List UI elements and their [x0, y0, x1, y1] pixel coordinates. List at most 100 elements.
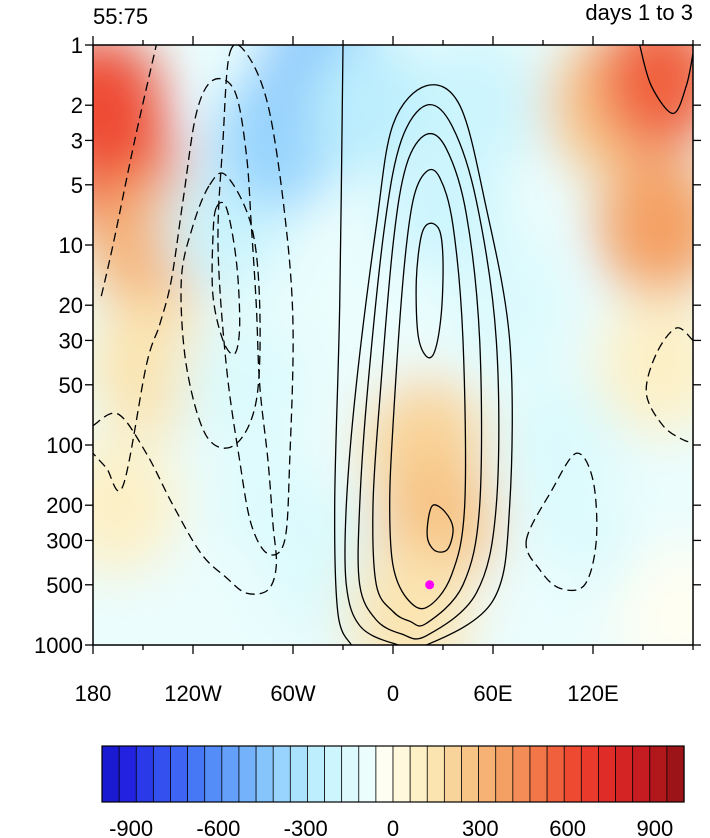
shading-patch-8 — [306, 45, 430, 176]
contour-lines — [93, 45, 693, 645]
negative-contour-2 — [211, 201, 241, 356]
marker-layer — [425, 580, 435, 590]
negative-contour-6 — [645, 327, 693, 443]
positive-contour-0 — [333, 45, 352, 645]
x-tick-label: 120E — [567, 681, 618, 706]
colorbar-box — [204, 745, 223, 803]
colorbar-box — [529, 745, 548, 803]
colorbar: -900 -600 -300 0 300 600 900 — [101, 745, 685, 838]
chart-title-left: 55:75 — [93, 4, 148, 29]
shading-patch-25 — [597, 155, 693, 296]
plot-area — [93, 45, 693, 645]
shading-patch-16 — [331, 254, 455, 395]
shading-patch-15 — [447, 235, 572, 376]
shading-patch-20 — [497, 375, 622, 515]
colorbar-box — [426, 745, 445, 803]
colorbar-label: 0 — [387, 816, 399, 838]
y-tick-label: 20 — [59, 293, 83, 318]
colorbar-box — [392, 745, 411, 803]
shading-patch-14 — [414, 45, 539, 176]
chart-title-right: days 1 to 3 — [585, 0, 693, 25]
colorbar-box — [563, 745, 582, 803]
positive-contour-1 — [344, 84, 513, 645]
positive-contour-7 — [639, 45, 693, 115]
colorbar-box — [632, 745, 651, 803]
colorbar-frame — [101, 745, 685, 803]
colorbar-box — [649, 745, 668, 803]
positive-contour-2 — [357, 103, 500, 640]
colorbar-box — [187, 745, 206, 803]
colorbar-box — [289, 745, 309, 803]
colorbar-box — [461, 745, 480, 803]
colorbar-box — [495, 745, 514, 803]
colorbar-box — [238, 745, 257, 803]
colorbar-box — [375, 745, 394, 803]
colorbar-box — [307, 745, 326, 803]
shading-patch-26 — [597, 295, 693, 436]
colorbar-box — [598, 745, 617, 803]
positive-contour-4 — [389, 168, 467, 610]
y-tick-label: 2 — [71, 93, 83, 118]
colorbar-box — [443, 745, 463, 803]
colorbar-box — [101, 745, 120, 803]
y-tick-label: 100 — [46, 433, 83, 458]
negative-contour-5 — [525, 452, 598, 592]
colorbar-box — [666, 745, 685, 803]
negative-contour-0 — [93, 77, 278, 595]
x-tick-label: 120W — [164, 681, 222, 706]
shading-patch-22 — [481, 555, 605, 645]
negative-contour-1 — [180, 172, 261, 449]
negative-contour-4 — [100, 45, 157, 297]
y-tick-label: 500 — [46, 573, 83, 598]
positive-contour-5 — [415, 222, 444, 359]
shading-patch-27 — [614, 544, 693, 645]
colorbar-box — [255, 745, 274, 803]
y-tick-label: 200 — [46, 493, 83, 518]
colorbar-box — [135, 745, 154, 803]
x-tick-label: 180 — [75, 681, 112, 706]
x-tick-label: 60E — [473, 681, 512, 706]
y-tick-label: 50 — [59, 373, 83, 398]
shading-patch-19 — [347, 544, 472, 645]
colorbar-label: 600 — [549, 816, 586, 838]
colorbar-box — [170, 745, 189, 803]
colorbar-box — [615, 745, 634, 803]
colorbar-box — [341, 745, 360, 803]
colorbar-box — [221, 745, 240, 803]
y-tick-label: 1 — [71, 33, 83, 58]
colorbar-label: -300 — [284, 816, 328, 838]
colorbar-box — [118, 745, 137, 803]
location-marker — [425, 580, 435, 590]
shading-patch-1 — [93, 45, 164, 176]
colorbar-label: 300 — [462, 816, 499, 838]
positive-contour-3 — [372, 132, 483, 627]
colorbar-box — [358, 745, 377, 803]
y-tick-label: 30 — [59, 328, 83, 353]
colorbar-box — [478, 745, 497, 803]
colorbar-box — [152, 745, 172, 803]
shading-patch-4 — [93, 435, 180, 576]
y-tick-label: 5 — [71, 173, 83, 198]
x-tick-label: 60W — [270, 681, 315, 706]
shading-patch-24 — [597, 45, 693, 151]
y-tick-label: 300 — [46, 528, 83, 553]
shading-patch-12 — [147, 530, 272, 645]
y-tick-label: 1000 — [34, 633, 83, 658]
colorbar-box — [546, 745, 565, 803]
negative-contour-3 — [217, 45, 294, 556]
colorbar-label: -900 — [109, 816, 153, 838]
y-tick-label: 3 — [71, 128, 83, 153]
y-tick-label: 10 — [59, 233, 83, 258]
x-tick-label: 0 — [387, 681, 399, 706]
colorbar-label: 900 — [637, 816, 674, 838]
colorbar-box — [272, 745, 291, 803]
shading-patch-9 — [181, 314, 305, 455]
colorbar-box — [512, 745, 531, 803]
colorbar-box — [324, 745, 343, 803]
colorbar-label: -600 — [196, 816, 240, 838]
colorbar-box — [580, 745, 600, 803]
y-axis: 1 2 3 5 10 20 30 50 100 200 300 500 1000 — [34, 33, 701, 658]
shading-field — [93, 45, 693, 645]
colorbar-box — [409, 745, 428, 803]
positive-contour-6 — [426, 504, 454, 553]
